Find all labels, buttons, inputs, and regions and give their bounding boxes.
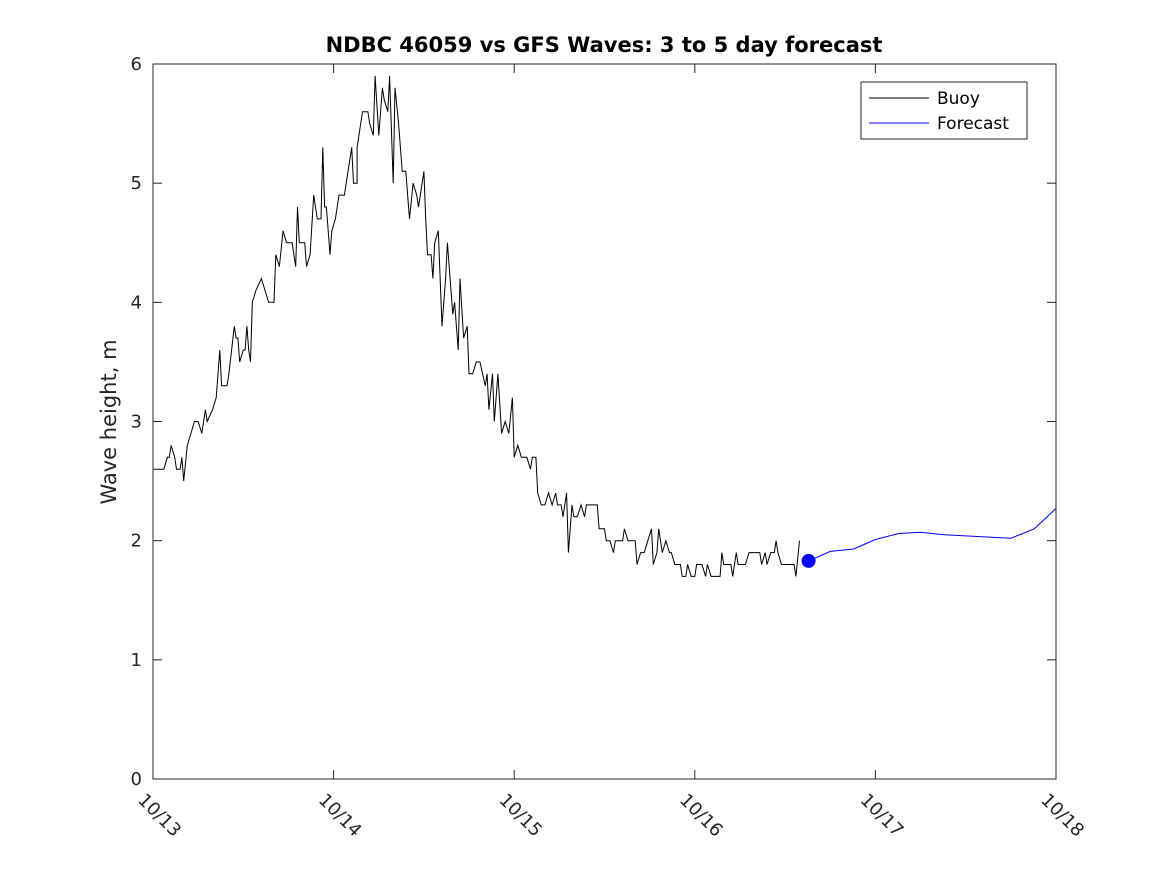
legend-label-buoy: Buoy [937,89,980,109]
legend-box [860,81,1028,140]
plot-background [153,64,1056,779]
series-layer [153,75,1057,577]
series-line-buoy [153,75,800,577]
legend-label-forecast: Forecast [937,114,1009,134]
y-tick-label: 6 [131,54,142,75]
y-tick-label: 3 [131,412,142,433]
y-tick-label: 0 [131,769,142,790]
series-line-forecast [808,508,1057,562]
y-tick-label: 1 [131,650,142,671]
y-tick-label: 2 [131,531,142,552]
y-tick-label: 5 [131,173,142,194]
y-tick-label: 4 [131,292,142,313]
legend: Buoy Forecast [860,81,1028,140]
y-axis-label: Wave height, m [97,339,121,504]
chart-title: NDBC 46059 vs GFS Waves: 3 to 5 day fore… [326,33,883,57]
forecast-start-marker [801,553,816,568]
